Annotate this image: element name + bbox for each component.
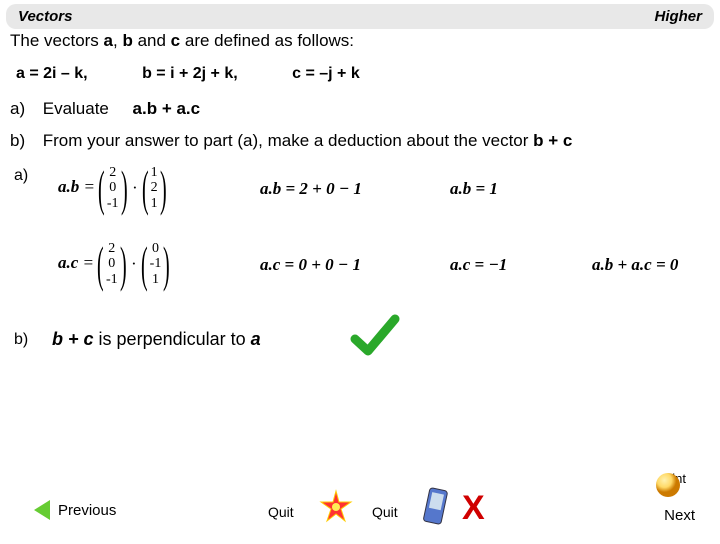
content: The vectors a, b and c are defined as fo… [0,31,720,361]
intro-suffix: are defined as follows: [180,31,354,50]
x-icon: X [462,489,485,528]
def-b: b = i + 2j + k, [142,65,238,82]
ab-expand: a.b = 2 + 0 − 1 [260,179,362,199]
work-area: a) b) a.b = (20-1) · (121) a.b = 2 + 0 −… [10,161,710,361]
definitions: a = 2i – k, b = i + 2j + k, c = –j + k [16,65,710,83]
ac-expand: a.c = 0 + 0 − 1 [260,255,361,275]
ab-vector-eq: a.b = (20-1) · (121) [58,163,165,213]
ans-b-vec: b + c [52,329,94,349]
phone-icon[interactable] [420,487,450,534]
arrow-left-icon [34,500,50,520]
work-b-label: b) [14,331,28,349]
qa-label: a) [10,99,38,119]
intro-b: b [122,31,132,50]
quit-button-2[interactable]: Quit [372,504,398,520]
intro-a: a [104,31,113,50]
header-left: Vectors [18,8,72,25]
quit-button-1[interactable]: Quit [268,504,294,520]
def-c: c = –j + k [292,65,360,82]
qb-text: From your answer to part (a), make a ded… [43,131,533,150]
next-button[interactable]: Next [664,507,695,524]
question-b: b) From your answer to part (a), make a … [10,131,710,151]
ans-b-mid: is perpendicular to [99,329,251,349]
qa-expr: a.b + a.c [133,99,201,118]
ac-vector-eq: a.c = (20-1) · (0-11) [58,239,169,289]
intro-line: The vectors a, b and c are defined as fo… [10,31,710,51]
intro-prefix: The vectors [10,31,104,50]
intro-sep2: and [133,31,171,50]
intro-c: c [171,31,180,50]
answer-b: b + c is perpendicular to a [52,329,261,350]
ab-label: a.b [58,177,79,196]
work-a-label: a) [14,167,28,185]
qb-label: b) [10,131,38,151]
header-bar: Vectors Higher [6,4,714,29]
prev-label: Previous [58,502,116,519]
qa-word: Evaluate [43,99,109,118]
ans-b-a: a [251,329,261,349]
ac-result: a.c = −1 [450,255,507,275]
previous-button[interactable]: Previous [34,500,116,520]
header-right: Higher [654,8,702,25]
ac-label: a.c [58,253,78,272]
footer: Previous Quit Quit X Next [0,482,720,538]
sum-result: a.b + a.c = 0 [592,255,678,275]
checkmark-icon [350,311,400,361]
ab-result: a.b = 1 [450,179,498,199]
star-icon[interactable] [318,489,354,530]
question-a: a) Evaluate a.b + a.c [10,99,710,119]
def-a: a = 2i – k, [16,65,88,82]
qb-vec: b + c [533,131,572,150]
